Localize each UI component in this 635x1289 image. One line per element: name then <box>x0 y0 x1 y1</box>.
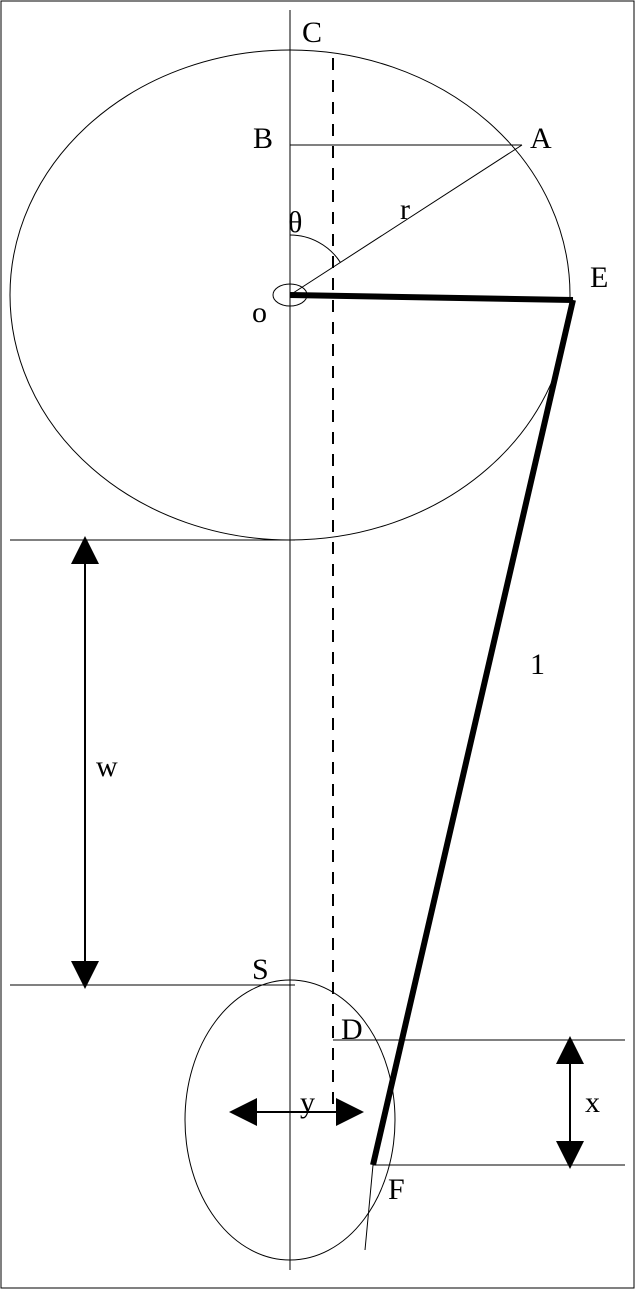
label-a: A <box>530 124 552 154</box>
label-w: w <box>96 752 118 782</box>
label-b: B <box>253 124 273 154</box>
label-theta: θ <box>288 208 302 238</box>
frame <box>1 1 634 1288</box>
label-d: D <box>341 1015 363 1045</box>
label-y: y <box>300 1088 315 1118</box>
line-ef <box>373 300 573 1165</box>
label-f: F <box>388 1175 405 1205</box>
label-c: C <box>302 18 322 48</box>
label-s: S <box>252 955 269 985</box>
line-oe <box>290 295 573 300</box>
label-o: o <box>252 298 267 328</box>
label-one: 1 <box>530 650 545 680</box>
label-r: r <box>400 195 410 225</box>
label-x: x <box>585 1088 600 1118</box>
diagram-svg <box>0 0 635 1289</box>
label-e: E <box>590 263 608 293</box>
